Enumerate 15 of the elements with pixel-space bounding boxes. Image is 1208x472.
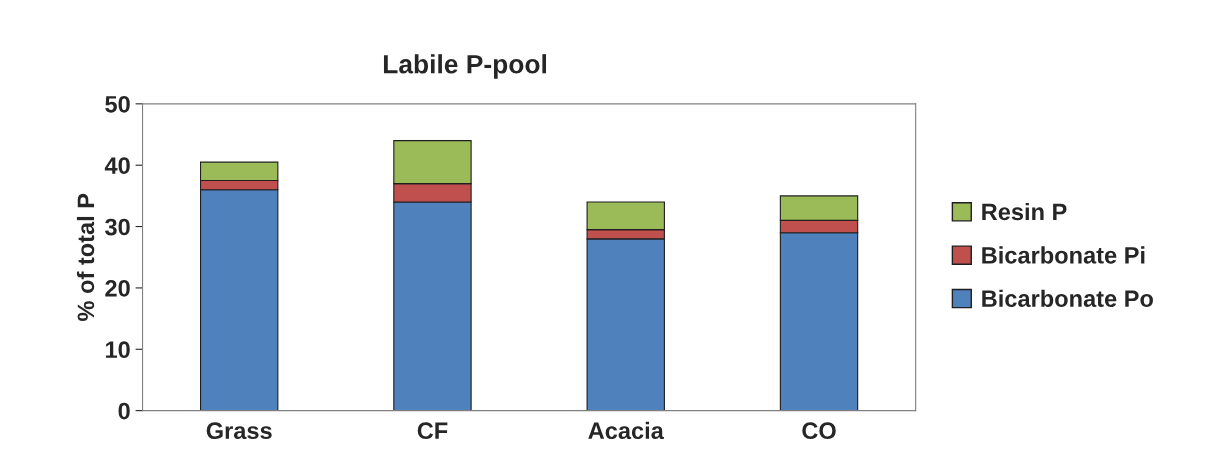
legend-label: Resin P bbox=[982, 202, 1067, 221]
y-tick-label: 0 bbox=[118, 402, 130, 420]
x-tick-label: CF bbox=[417, 422, 448, 440]
y-tick-label: 50 bbox=[105, 95, 130, 113]
y-tick-label: 30 bbox=[105, 218, 130, 236]
y-tick-label: 10 bbox=[105, 341, 130, 359]
y-tick-label: 40 bbox=[104, 157, 130, 174]
legend-label: Bicarbonate Po bbox=[982, 289, 1153, 308]
x-tick-label: Acacia bbox=[588, 421, 664, 440]
x-tick-label: Grass bbox=[206, 422, 272, 440]
chart-title: Labile P-pool bbox=[383, 54, 547, 79]
x-tick-label: CO bbox=[802, 422, 836, 440]
y-axis-title: % of total P bbox=[76, 193, 95, 321]
y-tick-label: 20 bbox=[105, 279, 130, 297]
legend-label: Bicarbonate Pi bbox=[982, 246, 1145, 264]
